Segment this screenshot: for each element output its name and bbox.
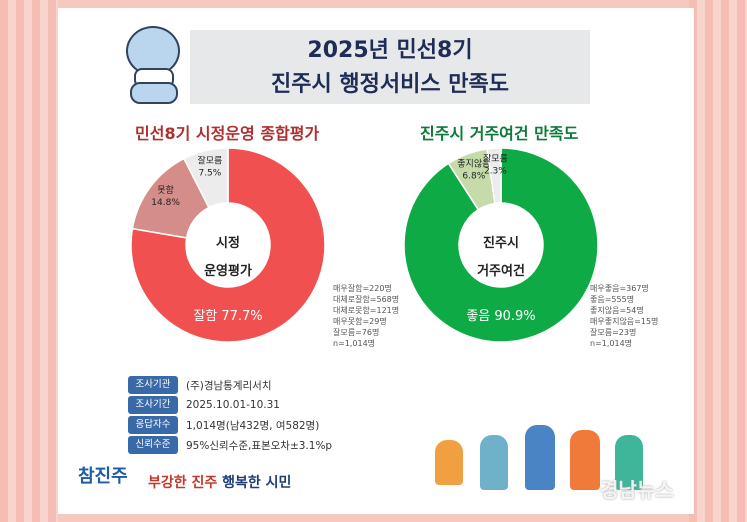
right-slice-label-1: 6.8%: [462, 171, 485, 181]
right-slice-label-2: 2.3%: [484, 167, 507, 177]
right-slice-0: [403, 147, 599, 343]
left-chart-title: 민선8기 시정운영 종합평가: [135, 124, 320, 143]
city-logo: 참진주: [78, 466, 128, 487]
left-slice-label-1: 못함: [157, 185, 174, 196]
title-line2: 진주시 행정서비스 만족도: [271, 72, 509, 97]
left-legend: 매우잘함=220명 대체로잘함=568명 대체로못함=121명 매우못함=29명 잘모름…: [333, 284, 400, 348]
right-slice-2: [486, 147, 502, 205]
people-illustration: [425, 410, 665, 500]
left-slice-label-2: 잘모름: [197, 155, 222, 167]
mascot: [120, 22, 182, 104]
slogan: 부강한 진주 행복한 시민: [148, 475, 292, 491]
background-stripe-right: [689, 0, 747, 522]
right-legend: 매우좋음=367명 좋음=555명 좋지않음=54명 매우좋지않음=15명 잘모름=23…: [590, 284, 659, 348]
right-slice-label-2: 잘모름: [483, 153, 508, 165]
watermark: 경남뉴스: [600, 478, 674, 502]
left-slice-label-1: 14.8%: [151, 198, 180, 208]
left-slice-label-0: 잘함 77.7%: [193, 309, 262, 324]
left-slice-label-2: 7.5%: [198, 169, 221, 179]
right-slice-label-1: 좋지않음: [457, 158, 490, 169]
background-stripe-left: [0, 0, 58, 522]
title-box: 2025년 민선8기 진주시 행정서비스 만족도: [190, 30, 590, 104]
info-row-period: 조사기간 2025.10.01-10.31: [128, 396, 280, 414]
left-slice-0: [130, 147, 326, 343]
right-slice-label-0: 좋음 90.9%: [466, 309, 535, 324]
info-row-confidence: 신뢰수준 95%신뢰수준,표본오차±3.1%p: [128, 436, 332, 454]
title-line1: 2025년 민선8기: [307, 38, 473, 63]
left-center-label: 시정 운영평가: [204, 236, 252, 279]
info-row-agency: 조사기관 (주)경남통계리서치: [128, 376, 271, 394]
right-center-label: 진주시 거주여건: [477, 236, 525, 279]
info-row-respondents: 응답자수 1,014명(남432명, 여582명): [128, 416, 319, 434]
left-slice-2: [182, 147, 229, 209]
right-chart-title: 진주시 거주여건 만족도: [420, 124, 579, 143]
